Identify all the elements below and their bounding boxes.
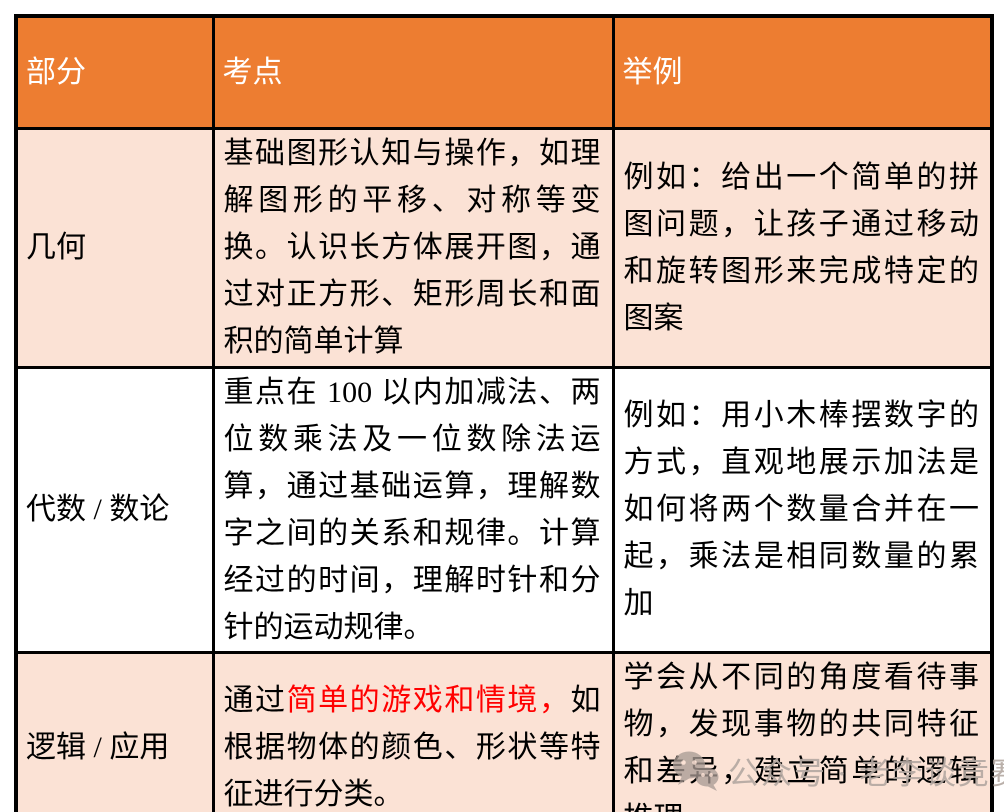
points-cell-algebra: 重点在 100 以内加减法、两位数乘法及一位数除法运算，通过基础运算，理解数字之… <box>211 365 615 654</box>
table-row-geometry: 几何 基础图形认知与操作，如理解图形的平移、对称等变换。认识长方体展开图，通过对… <box>14 126 994 369</box>
column-header-part: 部分 <box>14 14 215 130</box>
points-text-suffix: 如根据物体的颜色、形状等特征进行分类。 <box>223 684 601 811</box>
exam-points-table: 部分 考点 举例 几何 基础图形认知与操作，如理解图形的平移、对称等变换。认识长… <box>14 14 994 812</box>
column-header-points: 考点 <box>211 14 615 130</box>
part-cell-algebra: 代数 / 数论 <box>14 365 215 654</box>
column-header-example: 举例 <box>611 14 994 130</box>
example-cell-geometry: 例如：给出一个简单的拼图问题，让孩子通过移动和旋转图形来完成特定的图案 <box>611 126 994 369</box>
points-cell-logic: 通过简单的游戏和情境，如根据物体的颜色、形状等特征进行分类。 <box>211 650 615 812</box>
points-cell-geometry: 基础图形认知与操作，如理解图形的平移、对称等变换。认识长方体展开图，通过对正方形… <box>211 126 615 369</box>
example-cell-logic: 学会从不同的角度看待事物，发现事物的共同特征和差异，建立简单的逻辑推理。 <box>611 650 994 812</box>
points-text-highlight: 简单的游戏和情境， <box>286 684 571 717</box>
part-cell-geometry: 几何 <box>14 126 215 369</box>
points-text-prefix: 通过 <box>223 684 287 717</box>
part-cell-logic: 逻辑 / 应用 <box>14 650 215 812</box>
example-cell-algebra: 例如：用小木棒摆数字的方式，直观地展示加法是如何将两个数量合并在一起，乘法是相同… <box>611 365 994 654</box>
table-header-row: 部分 考点 举例 <box>14 14 994 130</box>
table-row-algebra: 代数 / 数论 重点在 100 以内加减法、两位数乘法及一位数除法运算，通过基础… <box>14 365 994 654</box>
table-row-logic: 逻辑 / 应用 通过简单的游戏和情境，如根据物体的颜色、形状等特征进行分类。 学… <box>14 650 994 812</box>
